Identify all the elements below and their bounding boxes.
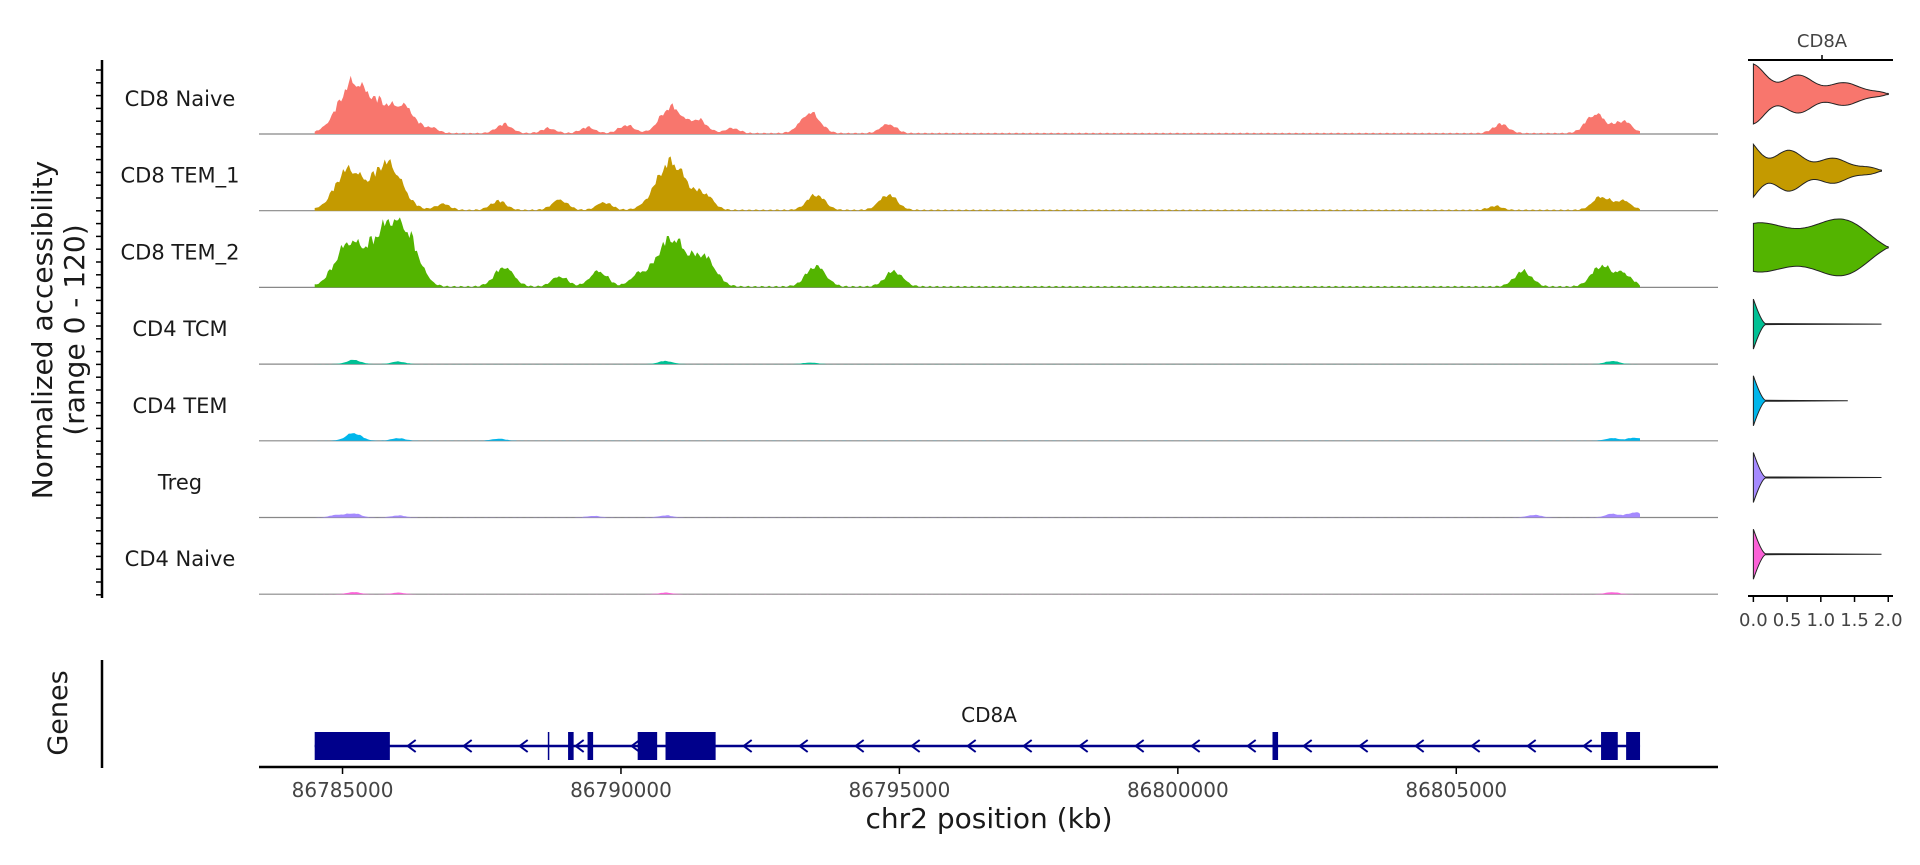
exon-block: [587, 732, 594, 760]
violin-shape: [1752, 142, 1882, 199]
y-axis-range-label: (range 0 - 120): [58, 224, 91, 435]
x-axis: 86785000 86790000 86795000 86800000 86805000: [259, 765, 1718, 802]
strand-arrow: [574, 739, 585, 753]
x-axis-tick-label: 86785000: [292, 778, 394, 802]
x-axis-tick-label: 86800000: [1127, 778, 1229, 802]
track-label: CD4 Naive: [125, 547, 236, 571]
x-axis-tick-label: 86795000: [849, 778, 951, 802]
coverage-tracks: CD8 Naive CD8 TEM_1 CD8 TEM_2 CD4 TCM CD4 TE…: [121, 75, 1718, 595]
strand-arrow: [1470, 739, 1481, 753]
strand-arrow: [1134, 739, 1145, 753]
x-axis-tick-label: 86805000: [1405, 778, 1507, 802]
track-label: CD8 Naive: [125, 87, 236, 111]
x-axis-tick-label: 86790000: [570, 778, 672, 802]
strand-arrow: [1246, 739, 1257, 753]
strand-arrow: [1190, 739, 1201, 753]
violin-x-tick-label: 1.5: [1840, 610, 1869, 631]
violin-shape: [1752, 298, 1882, 350]
exon-block: [665, 732, 716, 760]
track-label: CD8 TEM_2: [121, 240, 240, 265]
strand-arrow: [1022, 739, 1033, 753]
strand-arrow: [1582, 739, 1593, 753]
exon-block: [1601, 732, 1618, 760]
strand-arrow: [518, 739, 529, 753]
violin-shape: [1752, 529, 1882, 580]
violin-x-tick-label: 0.5: [1773, 610, 1802, 631]
track-label: CD4 TCM: [132, 317, 227, 341]
violin-x-tick-label: 1.0: [1806, 610, 1835, 631]
strand-arrow: [1078, 739, 1089, 753]
track-label: Treg: [157, 471, 202, 495]
track-label: CD4 TEM: [132, 394, 227, 418]
strand-arrow: [462, 739, 473, 753]
strand-arrow: [854, 739, 865, 753]
strand-arrow: [1414, 739, 1425, 753]
violin-title: CD8A: [1797, 31, 1848, 52]
strand-arrow: [1358, 739, 1369, 753]
exon-block: [568, 732, 574, 760]
coverage-area: [314, 75, 1641, 134]
violin-shape: [1752, 63, 1889, 125]
coverage-area: [314, 217, 1641, 288]
track-label: CD8 TEM_1: [121, 164, 240, 189]
violin-shape: [1752, 218, 1889, 277]
coverage-area: [314, 359, 1641, 365]
strand-arrow: [406, 739, 417, 753]
strand-arrow: [798, 739, 809, 753]
violin-x-tick-label: 2.0: [1874, 610, 1903, 631]
violin-panel: 0.0 0.5 1.0 1.5 2.0: [1739, 55, 1903, 631]
gene-name-label: CD8A: [961, 703, 1017, 727]
strand-arrow: [1526, 739, 1537, 753]
strand-arrow: [1302, 739, 1313, 753]
strand-arrow: [630, 739, 641, 753]
y-axis: [96, 60, 104, 598]
violin-x-tick-label: 0.0: [1739, 610, 1768, 631]
coverage-area: [314, 156, 1641, 211]
exon-block: [1272, 732, 1279, 760]
exon-block: [314, 732, 390, 760]
x-axis-label: chr2 position (kb): [865, 802, 1112, 835]
exon-block: [637, 732, 658, 760]
strand-arrow: [742, 739, 753, 753]
genes-label: Genes: [43, 670, 74, 755]
violin-shape: [1752, 375, 1848, 426]
strand-arrow: [910, 739, 921, 753]
coverage-area: [314, 512, 1641, 518]
violin-shape: [1752, 452, 1882, 503]
coverage-area: [314, 433, 1641, 441]
exon-block: [1626, 732, 1641, 760]
strand-arrow: [966, 739, 977, 753]
y-axis-label: Normalized accessibility: [26, 161, 59, 499]
gene-track: [100, 660, 1641, 768]
